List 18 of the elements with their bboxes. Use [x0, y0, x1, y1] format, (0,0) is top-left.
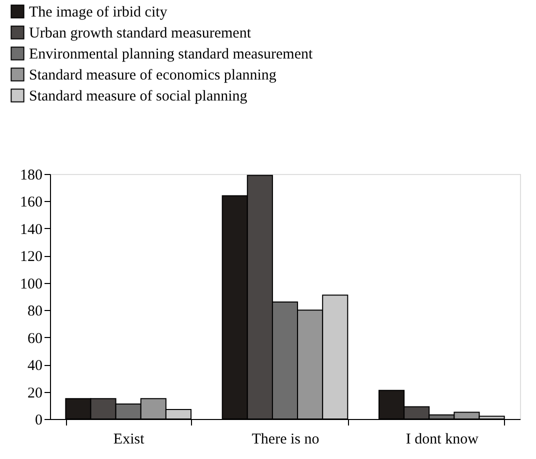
legend-label: The image of irbid city: [29, 4, 168, 20]
x-tick-label: I dont know: [406, 432, 479, 448]
x-tick-label: There is no: [252, 432, 320, 448]
y-tick-label: 120: [20, 249, 42, 266]
legend-label: Urban growth standard measurement: [29, 26, 252, 42]
legend-label: Standard measure of economics planning: [29, 68, 277, 84]
y-tick-label: 160: [20, 194, 42, 211]
y-tick-label: 0: [35, 412, 42, 428]
x-tick-label: Exist: [113, 432, 146, 448]
y-tick-label: 40: [28, 358, 42, 374]
y-tick-label: 80: [28, 304, 42, 320]
legend-label: Standard measure of social planning: [29, 88, 248, 104]
y-tick-label: 180: [20, 168, 42, 184]
y-tick-label: 60: [28, 330, 42, 347]
y-tick-label: 20: [28, 385, 42, 402]
y-tick-label: 140: [20, 222, 42, 238]
y-tick-label: 100: [20, 276, 42, 292]
legend-label: Environmental planning standard measurement: [29, 46, 314, 62]
